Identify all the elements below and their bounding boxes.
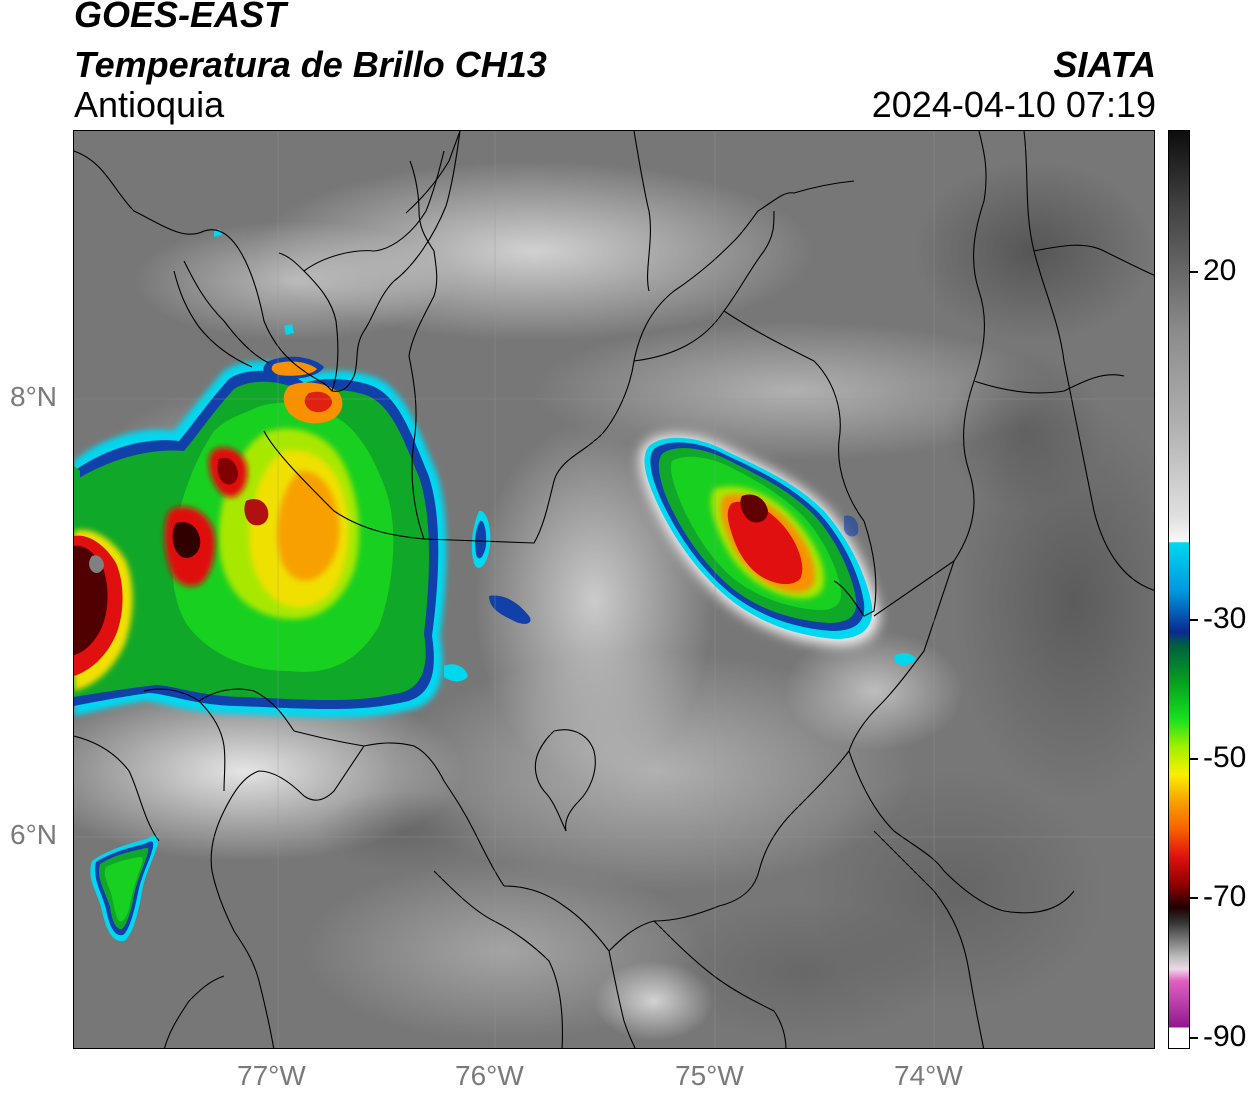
- colorbar-tick-label: -90: [1203, 1020, 1247, 1053]
- satellite-imagery: [74, 131, 1154, 1048]
- colorbar-tick-label: -50: [1203, 741, 1247, 774]
- map-title: GOES-EAST: [74, 0, 287, 35]
- convective-cell-east: [639, 434, 916, 666]
- timestamp-label: 2024-04-10 07:19: [871, 84, 1156, 125]
- cloud-texture: [74, 161, 1154, 1041]
- colorbar-tick-label: -30: [1203, 602, 1247, 635]
- source-label: SIATA: [1053, 44, 1156, 85]
- lon-tick-label: 77°W: [237, 1060, 306, 1091]
- colorbar-tick-label: 20: [1203, 254, 1237, 287]
- lon-tick-label: 75°W: [675, 1060, 744, 1091]
- colorbar-tick-label: -70: [1203, 880, 1247, 913]
- lon-tick-label: 76°W: [455, 1060, 524, 1091]
- lon-tick-label: 74°W: [894, 1060, 963, 1091]
- colorbar-tick: [1190, 758, 1198, 760]
- colorbar-tick: [1190, 897, 1198, 899]
- colorbar-gradient: [1169, 131, 1189, 1048]
- colorbar: [1168, 130, 1190, 1049]
- colorbar-tick: [1190, 1037, 1198, 1039]
- map-panel: [73, 130, 1155, 1049]
- colorbar-tick: [1190, 619, 1198, 621]
- colorbar-tick: [1190, 271, 1198, 273]
- political-boundaries: [74, 131, 1154, 1048]
- lat-tick-label: 8°N: [10, 381, 57, 412]
- lat-tick-label: 6°N: [10, 819, 57, 850]
- convective-cluster-west: [74, 229, 531, 718]
- map-subtitle: Temperatura de Brillo CH13: [74, 44, 547, 85]
- gridlines: [74, 131, 1154, 1048]
- convective-cell-southwest: [90, 835, 159, 942]
- region-label: Antioquia: [74, 84, 225, 125]
